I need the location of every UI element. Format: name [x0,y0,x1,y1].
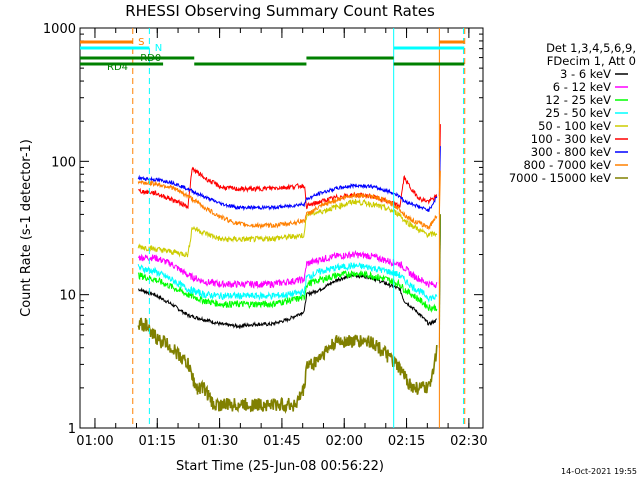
series-line [137,270,438,313]
legend-label: 50 - 100 keV [538,119,611,133]
series-line [137,174,438,212]
y-tick-label: 100 [51,155,76,170]
legend-label: 100 - 300 keV [531,132,611,146]
x-tick-label: 02:15 [388,434,425,449]
legend: Det 1,3,4,5,6,9,FDecim 1, Att 03 - 6 keV… [509,41,636,185]
timestamp: 14-Oct-2021 19:55 [561,467,637,476]
x-tick-label: 01:30 [201,434,238,449]
y-axis: 1 10 100 1000 [43,22,483,437]
x-tick-label: 02:30 [450,434,487,449]
y-axis-label: Count Rate (s-1 detector-1) [19,139,34,317]
legend-label: 300 - 800 keV [531,145,611,159]
plot-frame [79,27,484,429]
series-line [137,198,438,258]
legend-label: 6 - 12 keV [553,80,611,94]
x-tick-label: 01:45 [263,434,300,449]
state-bar-label: RD4 [107,62,128,73]
legend-label: 800 - 7000 keV [523,158,611,172]
series-line [137,262,438,304]
x-axis-label: Start Time (25-Jun-08 00:56:22) [176,459,384,474]
legend-label: 3 - 6 keV [560,67,611,81]
x-axis: 01:00 01:15 01:30 01:45 02:00 02:15 02:30 [76,28,488,449]
series-line [137,317,438,415]
x-tick-label: 01:00 [76,434,113,449]
series-layer [137,124,441,415]
y-tick-label: 10 [59,289,76,304]
legend-label: 7000 - 15000 keV [509,171,611,185]
x-tick-label: 01:15 [139,434,176,449]
series-line [138,272,438,330]
legend-header: Det 1,3,4,5,6,9, [546,41,636,55]
x-tick-label: 02:00 [326,434,363,449]
y-tick-label: 1 [68,422,76,437]
state-bar-label: RD0 [140,53,161,64]
chart-title: RHESSI Observing Summary Count Rates [125,2,435,20]
legend-header: FDecim 1, Att 0 [547,54,636,68]
state-bar-label: S [138,37,144,48]
series-line [137,249,438,290]
state-bar-label: N [155,43,162,54]
series-line [137,179,438,231]
y-tick-label: 1000 [43,22,76,37]
legend-label: 25 - 50 keV [545,106,611,120]
legend-label: 12 - 25 keV [545,93,611,107]
